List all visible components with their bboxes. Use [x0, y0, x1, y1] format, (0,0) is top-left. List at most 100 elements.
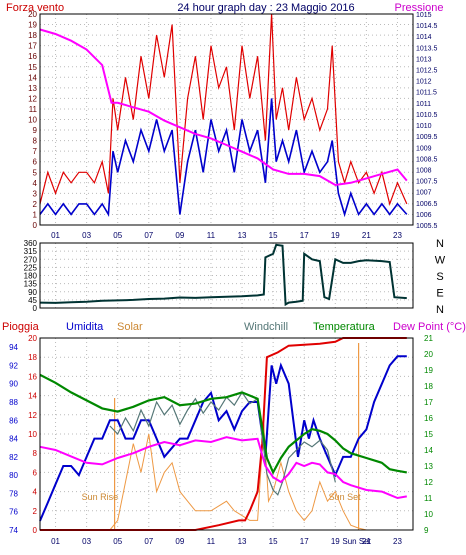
rain-line [40, 337, 407, 531]
tick-label: 13 [238, 231, 247, 240]
tick-label: 20 [28, 334, 37, 343]
dewpoint-label: Dew Point (°C) [393, 321, 466, 333]
tick-label: 15 [269, 537, 278, 546]
compass-label: W [435, 255, 446, 267]
direction-grid [40, 243, 413, 308]
sunrise-label: Sun Rise [82, 492, 119, 502]
direction-line [39, 243, 407, 307]
temperature-line [39, 373, 407, 475]
tick-label: 1011 [416, 101, 431, 108]
wind-pressure-panel: Forza vento 24 hour graph day : 23 Maggi… [6, 2, 443, 240]
rain-label: Pioggia [2, 321, 40, 333]
tick-label: 0 [33, 304, 38, 313]
tick-label: 11 [207, 537, 216, 546]
tick-label: 17 [28, 42, 37, 51]
tick-label: 7 [33, 147, 38, 156]
tick-label: 1008.5 [416, 156, 438, 163]
tick-label: 1010.5 [416, 112, 438, 119]
tick-label: 1005.5 [416, 223, 438, 230]
tick-label: 1012 [416, 79, 432, 86]
tick-label: 1009.5 [416, 134, 438, 141]
gust-line [39, 13, 408, 206]
tick-label: 07 [144, 231, 153, 240]
wind-speed-label: Forza vento [6, 2, 64, 14]
tick-label: Sun Set [342, 537, 371, 546]
tick-label: 17 [424, 398, 433, 407]
tick-label: 18 [424, 382, 433, 391]
tick-label: 09 [175, 537, 184, 546]
sunset-label: Sun Set [329, 492, 362, 502]
tick-label: 94 [9, 343, 18, 352]
temperature-label: Temperatura [313, 321, 376, 333]
tick-label: 80 [9, 471, 18, 480]
tick-label: 315 [24, 247, 38, 256]
tick-label: 21 [362, 231, 371, 240]
tick-label: 1014.5 [416, 23, 438, 30]
tick-label: 135 [24, 280, 38, 289]
tick-label: 09 [175, 231, 184, 240]
tick-label: 90 [9, 380, 18, 389]
tick-label: 11 [29, 105, 38, 114]
tick-label: 17 [300, 537, 309, 546]
tick-label: 1006 [416, 212, 432, 219]
tick-label: 4 [33, 488, 38, 497]
tick-label: 1007 [416, 190, 432, 197]
tick-label: 82 [9, 453, 18, 462]
wind-frame [39, 13, 414, 226]
tick-label: 3 [33, 189, 38, 198]
tick-label: 01 [51, 537, 60, 546]
tick-label: 78 [9, 489, 18, 498]
tick-label: 12 [424, 478, 433, 487]
tick-label: 17 [300, 231, 309, 240]
tick-label: 12 [28, 411, 37, 420]
tick-label: 1013.5 [416, 45, 438, 52]
tick-label: 19 [331, 231, 340, 240]
tick-label: 4 [33, 179, 38, 188]
tick-label: 18 [28, 353, 37, 362]
solar-label: Solar [117, 321, 143, 333]
humidity-line [39, 355, 407, 522]
tick-label: 0 [33, 526, 38, 535]
humidity-label: Umidita [66, 321, 104, 333]
tick-label: 16 [28, 52, 37, 61]
pressure-right-axis: 1005.5 1006 1006.5 1007 1007.5 1008 1008.5 1009… [416, 12, 438, 230]
compass-label: N [436, 304, 444, 316]
tick-label: 1015 [416, 12, 432, 19]
tick-label: 6 [33, 468, 38, 477]
tick-label: 14 [424, 446, 433, 455]
tick-label: 15 [269, 231, 278, 240]
tick-label: 1007.5 [416, 179, 438, 186]
tick-label: 23 [393, 231, 402, 240]
tick-label: 5 [33, 168, 38, 177]
tick-label: 11 [207, 231, 216, 240]
wind-x-axis: 01 03 05 07 09 11 13 15 17 19 21 23 [51, 231, 402, 240]
tick-label: 8 [33, 137, 38, 146]
tick-label: 1009 [416, 145, 432, 152]
tick-label: 360 [24, 239, 38, 248]
temp-frame [39, 337, 414, 531]
tick-label: 03 [82, 537, 91, 546]
tick-label: 1012.5 [416, 68, 438, 75]
tick-label: 90 [28, 288, 37, 297]
chart-title: 24 hour graph day : 23 Maggio 2016 [177, 2, 354, 14]
tick-label: 1011.5 [416, 90, 437, 97]
windchill-label: Windchill [244, 321, 288, 333]
tick-label: 19 [28, 21, 37, 30]
tick-label: 270 [24, 255, 38, 264]
tick-label: 9 [33, 126, 38, 135]
tick-label: 07 [144, 537, 153, 546]
tick-label: 1013 [416, 56, 432, 63]
tick-label: 86 [9, 416, 18, 425]
tick-label: 21 [362, 537, 371, 546]
tick-label: 05 [113, 231, 122, 240]
tick-label: 88 [9, 398, 18, 407]
tick-label: 1010 [416, 123, 432, 130]
tick-label: 76 [9, 508, 18, 517]
tick-label: 16 [28, 372, 37, 381]
tick-label: 03 [82, 231, 91, 240]
tick-label: 21 [424, 334, 433, 343]
tick-label: 13 [238, 537, 247, 546]
tick-label: 225 [24, 263, 38, 272]
